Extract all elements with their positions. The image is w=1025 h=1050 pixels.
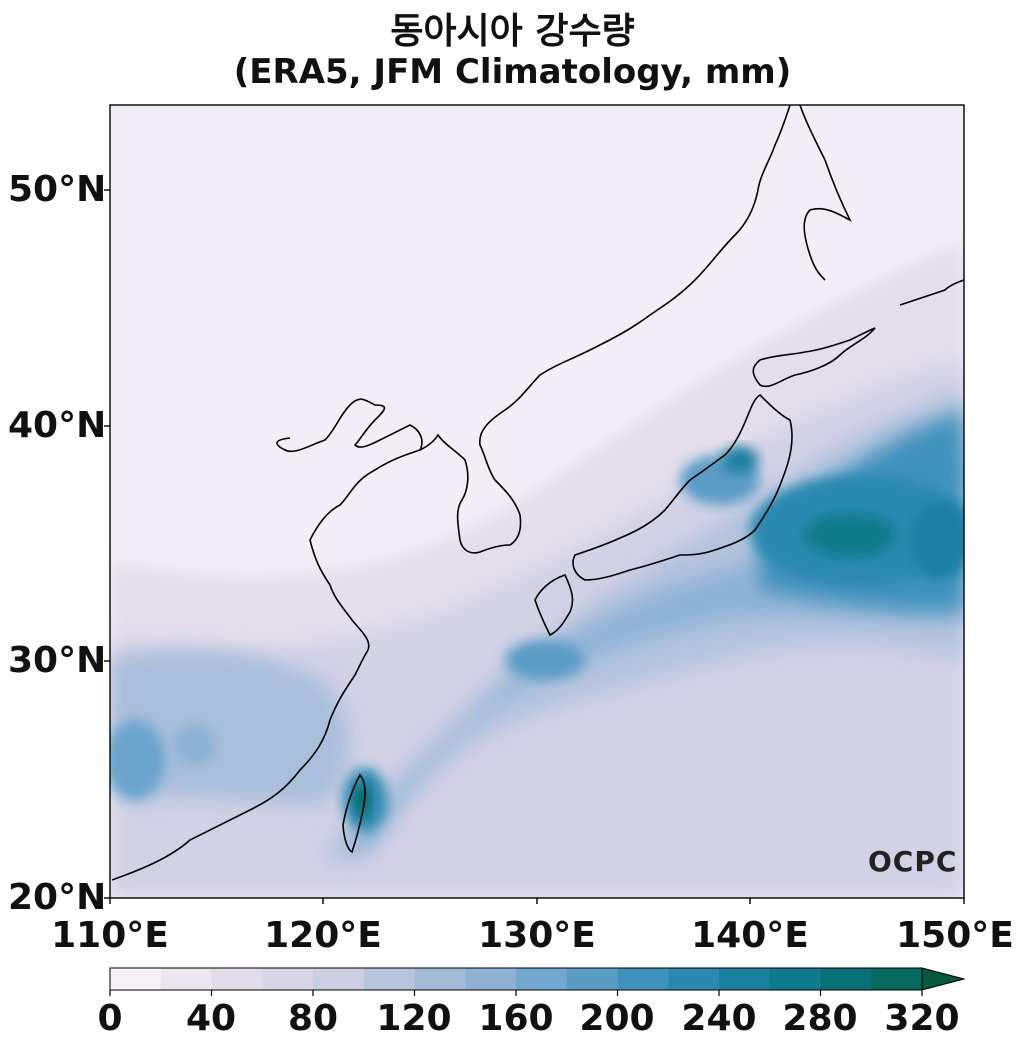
shikoku-kyushu (534, 574, 574, 637)
colorbar-tick-label: 80 (287, 998, 339, 1039)
colorbar-tick-label: 160 (478, 998, 554, 1039)
colorbar-tick-label: 280 (782, 998, 858, 1039)
china-coast (111, 398, 423, 881)
coastlines (111, 105, 964, 881)
sakhalin (799, 105, 852, 281)
x-tick-label: 120°E (264, 915, 382, 956)
colorbar-segment (160, 968, 212, 990)
axis-ticks (104, 189, 965, 904)
hokkaido (752, 327, 876, 388)
colorbar-segment (617, 968, 669, 990)
y-tick-label: 40°N (8, 405, 107, 446)
colorbar-tick-label: 40 (185, 998, 237, 1039)
x-tick-label: 130°E (478, 915, 596, 956)
colorbar-segment (566, 968, 618, 990)
ocpc-logo: OCPC (868, 845, 958, 878)
chart-subtitle: (ERA5, JFM Climatology, mm) (233, 52, 792, 92)
precipitation-field (110, 105, 964, 898)
colorbar-tick-label: 240 (681, 998, 757, 1039)
y-tick-label: 20°N (8, 877, 107, 918)
y-tick-label: 50°N (8, 169, 107, 210)
colorbar-segment (769, 968, 821, 990)
colorbar-segment (668, 968, 720, 990)
colorbar-segment (313, 968, 365, 990)
x-tick-label: 110°E (51, 915, 169, 956)
taiwan (342, 773, 366, 854)
colorbar-segment (820, 968, 872, 990)
colorbar-segment (211, 968, 263, 990)
korea-coast (419, 105, 791, 554)
y-tick-label: 30°N (8, 640, 107, 681)
colorbar-tick-label: 0 (97, 998, 123, 1039)
colorbar-segment (516, 968, 568, 990)
x-tick-label: 140°E (691, 915, 809, 956)
pacific-island-hook (899, 279, 964, 306)
colorbar (109, 967, 966, 996)
colorbar-segment (871, 968, 923, 990)
colorbar-tick-label: 200 (579, 998, 655, 1039)
colorbar-segment (110, 968, 162, 990)
chart-title: 동아시아 강수량 (390, 11, 635, 52)
colorbar-tick-label: 320 (884, 998, 960, 1039)
colorbar-segment (414, 968, 466, 990)
colorbar-extend-arrow (921, 967, 966, 991)
colorbar-segment (719, 968, 771, 990)
honshu (572, 393, 793, 581)
colorbar-segment (465, 968, 517, 990)
colorbar-segment (262, 968, 314, 990)
x-tick-label: 150°E (896, 915, 1014, 956)
colorbar-tick-label: 120 (376, 998, 452, 1039)
colorbar-segment (363, 968, 415, 990)
